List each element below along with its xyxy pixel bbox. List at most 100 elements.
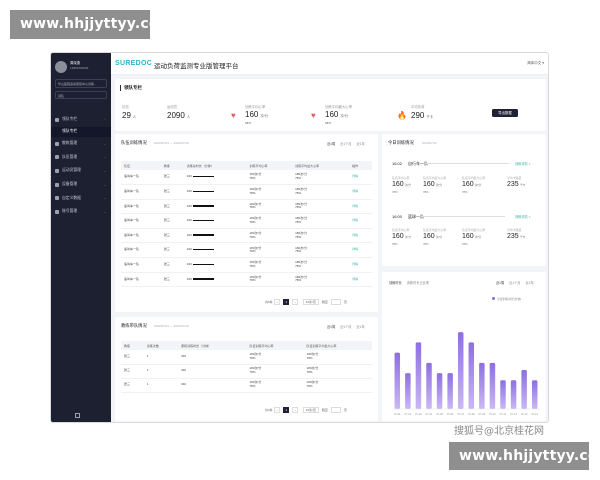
- x-tick-label: 07-03: [415, 412, 422, 416]
- cell-avg-hr: 180次/分 78%: [246, 213, 293, 229]
- col-avg-hr[interactable]: 训练平均心率: [246, 161, 293, 170]
- chart-bar[interactable]: [489, 362, 496, 409]
- tab-duration-ratio[interactable]: 训练时长占比率: [406, 281, 430, 285]
- pager-size-select[interactable]: 10条/页: [302, 299, 319, 305]
- chart-bar[interactable]: [426, 362, 432, 409]
- chart-bar[interactable]: [500, 380, 506, 409]
- collapse-sidebar-icon[interactable]: [75, 413, 80, 418]
- col-team: 队伍: [121, 161, 161, 170]
- cell-avg-hr-pct: 78%: [249, 355, 256, 360]
- pager-next-icon[interactable]: ›: [292, 299, 299, 305]
- app-window: 周晓燕 13801002003 华山医院运动康复中心训练... 领队 领队专栏 ⌃…: [50, 52, 549, 423]
- metric-label: 队伍平均最大心率: [462, 176, 486, 180]
- table-row: 速叫车一队 张三 340 180次/分 78% 180次/分 78% 详情: [121, 184, 372, 200]
- stat-athletes-value: 2090 人: [167, 111, 190, 120]
- table-row: 速叫车一队 张三 340 180次/分 78% 180次/分 78% 详情: [121, 213, 372, 229]
- tab-year[interactable]: 近1年: [356, 325, 365, 329]
- tab-month[interactable]: 近1个月: [340, 325, 352, 329]
- sidebar-item-team[interactable]: 队伍管理 ⌄: [51, 150, 111, 164]
- x-tick-label: 07-04: [426, 412, 433, 416]
- sidebar-item-label: 设备管理: [62, 182, 78, 187]
- tab-year[interactable]: 近1年: [356, 142, 365, 146]
- stat-avg-hr-label: 训练平均心率: [245, 105, 266, 109]
- tab-week[interactable]: 近1周: [327, 325, 336, 329]
- chart-bar[interactable]: [531, 380, 538, 409]
- pager-page[interactable]: 1: [283, 299, 290, 305]
- user-phone: 13801002003: [70, 66, 89, 70]
- user-card[interactable]: 周晓燕 13801002003: [55, 60, 107, 78]
- org-select[interactable]: 华山医院运动康复中心训练...: [55, 79, 107, 88]
- export-button[interactable]: 导出数据: [492, 109, 518, 117]
- training-detail-link[interactable]: 训练详情 >: [515, 215, 531, 219]
- detail-link[interactable]: 详情: [349, 272, 372, 288]
- tab-week[interactable]: 近1周: [496, 281, 505, 285]
- sidebar-item-leader[interactable]: 领队专栏 ⌃: [51, 113, 111, 127]
- detail-link[interactable]: 详情: [349, 199, 372, 215]
- metric-pct: 78%: [423, 190, 429, 194]
- col-max-hr[interactable]: 队伍训练平均最大心率: [303, 341, 372, 350]
- detail-link[interactable]: 详情: [349, 242, 372, 259]
- pager-page[interactable]: 1: [283, 407, 290, 413]
- chart-bar[interactable]: [479, 362, 485, 409]
- pager-prev-icon[interactable]: ‹: [274, 299, 281, 305]
- pager-goto-input[interactable]: [330, 407, 341, 413]
- detail-link[interactable]: 详情: [349, 257, 372, 273]
- sidebar-subitem-leader[interactable]: 领队专栏: [51, 126, 111, 137]
- chart-bar[interactable]: [436, 373, 443, 409]
- detail-link[interactable]: 详情: [349, 184, 372, 200]
- tab-month[interactable]: 近1个月: [340, 142, 352, 146]
- cell-max-hr: 180次/分 78%: [292, 199, 350, 215]
- cell-avg-hr-value: 180次/分: [249, 172, 262, 177]
- cell-max-hr-value: 180次/分: [295, 245, 307, 250]
- chart-bar[interactable]: [415, 342, 422, 409]
- cell-max-hr-value: 180次/分: [295, 187, 307, 192]
- chart-bar[interactable]: [394, 352, 401, 409]
- col-duration[interactable]: 训练总时长（分钟）: [183, 161, 247, 170]
- table-row: 张三 1 340 180次/分 78% 180次/分 78%: [121, 378, 372, 393]
- chart-bar[interactable]: [521, 370, 527, 409]
- tab-week[interactable]: 近1周: [327, 142, 336, 146]
- pager-next-icon[interactable]: ›: [292, 407, 299, 413]
- cell-coach: 张三: [160, 199, 184, 215]
- cell-avg-hr-pct: 78%: [249, 220, 256, 225]
- tab-duration[interactable]: 训练时长: [389, 281, 402, 285]
- chart-bar[interactable]: [510, 380, 517, 409]
- training-detail-link[interactable]: 训练详情 >: [515, 162, 531, 166]
- language-select[interactable]: 简体中文 ▾: [527, 61, 544, 65]
- cell-avg-hr: 180次/分 78%: [246, 350, 304, 365]
- chart-bar[interactable]: [468, 342, 475, 409]
- detail-link[interactable]: 详情: [349, 170, 372, 186]
- stat-avg-hr-unit: 次/分: [260, 114, 268, 118]
- detail-link[interactable]: 详情: [349, 213, 372, 229]
- chart-bar[interactable]: [405, 373, 411, 409]
- tab-month[interactable]: 近1个月: [509, 281, 521, 285]
- pager-prev-icon[interactable]: ‹: [274, 407, 281, 413]
- col-avg-hr[interactable]: 队伍训练平均心率: [246, 341, 304, 350]
- tab-year[interactable]: 近1年: [525, 281, 534, 285]
- pager-goto-input[interactable]: [330, 299, 341, 305]
- sidebar-item-athlete[interactable]: 运动员管理 ⌄: [51, 164, 111, 178]
- metric-pct: 78%: [423, 242, 429, 246]
- sidebar-item-custom-data[interactable]: 自定义数据 ⌄: [51, 191, 111, 205]
- cell-duration-value: 340: [186, 189, 192, 194]
- chart-bar[interactable]: [457, 332, 464, 409]
- sidebar-item-label: 自定义数据: [62, 195, 81, 200]
- heart-icon: ♥: [231, 111, 236, 120]
- stat-load-label: 平均负荷: [411, 105, 425, 109]
- table-header-row: 教练 训练次数 累积训练时长（分钟） 队伍训练平均心率 队伍训练平均最大心率: [121, 341, 372, 350]
- chart-bar[interactable]: [447, 373, 453, 409]
- x-tick-label: 07-01: [394, 412, 401, 416]
- role-select[interactable]: 领队: [55, 91, 107, 99]
- sidebar-item-coach[interactable]: 教练管理 ⌄: [51, 137, 111, 151]
- col-count[interactable]: 训练次数: [143, 341, 179, 350]
- stats-card: 领队专栏 队伍 29 人 运动员 2090 人 ♥ 训练平均心率 160 次/分 68…: [115, 79, 546, 131]
- col-duration[interactable]: 累积训练时长（分钟）: [178, 341, 247, 350]
- col-max-hr[interactable]: 训练平均最大心率: [292, 161, 350, 170]
- detail-link[interactable]: 详情: [349, 228, 372, 244]
- sidebar-item-device[interactable]: 设备管理 ⌄: [51, 178, 111, 192]
- sidebar-item-account[interactable]: 账号管理 ⌄: [51, 205, 111, 219]
- pager-size-select[interactable]: 10条/页: [302, 407, 319, 413]
- metric-label: 队伍平均最大心率: [423, 228, 447, 232]
- heart-icon: ♥: [311, 111, 316, 120]
- cell-avg-hr-value: 180次/分: [249, 201, 262, 206]
